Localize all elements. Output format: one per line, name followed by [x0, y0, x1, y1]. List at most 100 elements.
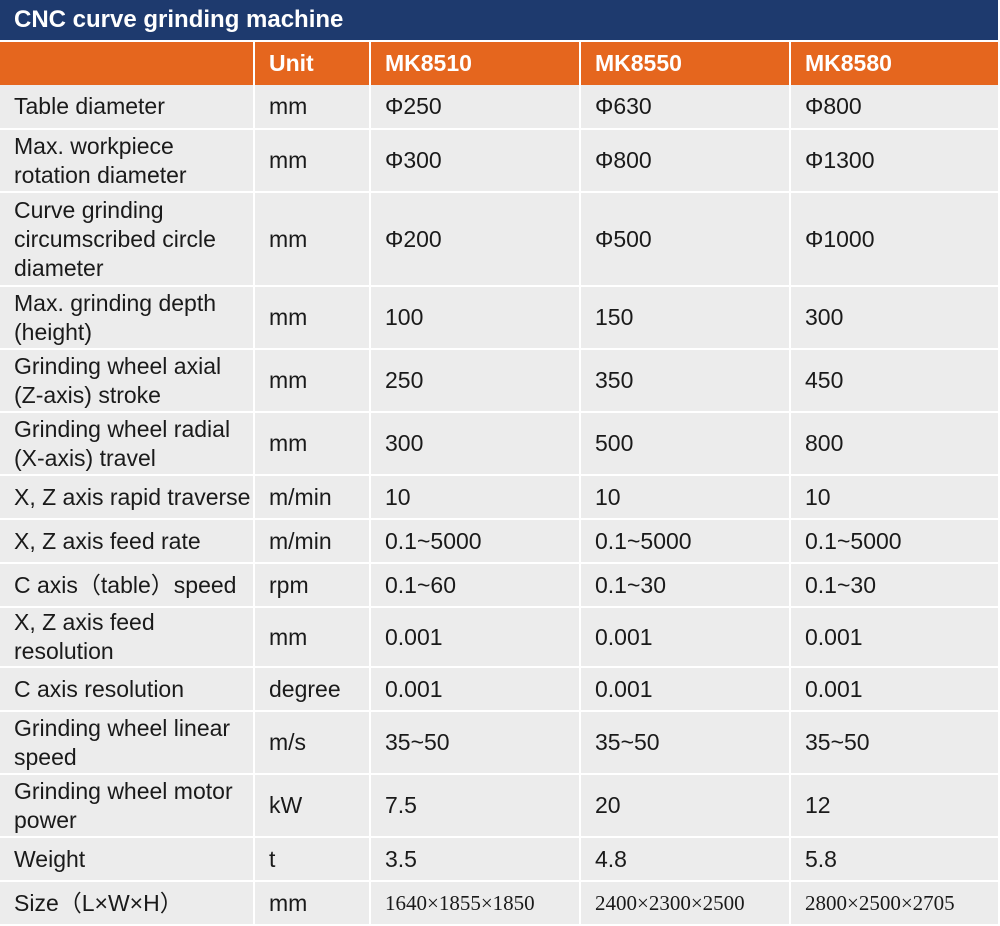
model-2-value: 0.001 — [580, 667, 791, 712]
model-1-value: 7.5 — [370, 774, 581, 838]
model-1-value: 0.1~5000 — [370, 519, 581, 564]
model-2-value: 20 — [580, 774, 791, 838]
header-model-3: MK8580 — [790, 40, 999, 85]
param-cell: X, Z axis feed rate — [0, 519, 255, 564]
table-row: X, Z axis feed resolution mm 0.001 0.001 0.0… — [0, 607, 999, 668]
unit-cell: rpm — [254, 563, 371, 608]
model-3-value: 0.1~5000 — [790, 519, 999, 564]
model-2-value: 0.001 — [580, 607, 791, 668]
unit-cell: kW — [254, 774, 371, 838]
table-row: C axis resolution degree 0.001 0.001 0.001 — [0, 667, 999, 712]
table-row: Max. workpiece rotation diameter mm Φ300 Φ8… — [0, 129, 999, 193]
model-2-value: 500 — [580, 412, 791, 476]
model-2-value: 350 — [580, 349, 791, 413]
model-1-value: Φ300 — [370, 129, 581, 193]
model-1-value: 3.5 — [370, 837, 581, 882]
model-3-value: 12 — [790, 774, 999, 838]
param-cell: Grinding wheel axial (Z-axis) stroke — [0, 349, 255, 413]
unit-cell: mm — [254, 192, 371, 287]
model-2-value: Φ630 — [580, 85, 791, 130]
model-1-value: 0.1~60 — [370, 563, 581, 608]
model-3-value: 800 — [790, 412, 999, 476]
model-2-value: 0.1~30 — [580, 563, 791, 608]
model-3-value: 0.001 — [790, 667, 999, 712]
param-cell: Max. workpiece rotation diameter — [0, 129, 255, 193]
unit-cell: mm — [254, 607, 371, 668]
model-3-value: Φ1000 — [790, 192, 999, 287]
model-3-value: 0.001 — [790, 607, 999, 668]
table-row: Grinding wheel motor power kW 7.5 20 12 — [0, 774, 999, 838]
unit-cell: t — [254, 837, 371, 882]
table-row: C axis（table）speed rpm 0.1~60 0.1~30 0.1~30 — [0, 563, 999, 608]
model-2-value: 150 — [580, 286, 791, 350]
table-row: Grinding wheel axial (Z-axis) stroke mm 25… — [0, 349, 999, 413]
header-model-2: MK8550 — [580, 40, 791, 85]
table-title: CNC curve grinding machine — [0, 0, 999, 41]
model-3-value: 300 — [790, 286, 999, 350]
unit-cell: mm — [254, 412, 371, 476]
table-row: Max. grinding depth (height) mm 100 150 300 — [0, 286, 999, 350]
param-cell: Size（L×W×H） — [0, 881, 255, 926]
model-1-value: 0.001 — [370, 607, 581, 668]
param-cell: Grinding wheel linear speed — [0, 711, 255, 775]
param-cell: C axis resolution — [0, 667, 255, 712]
param-cell: Max. grinding depth (height) — [0, 286, 255, 350]
model-2-value: 0.1~5000 — [580, 519, 791, 564]
model-1-value: Φ250 — [370, 85, 581, 130]
param-cell: Curve grinding circumscribed circle diam… — [0, 192, 255, 287]
header-row: Unit MK8510 MK8550 MK8580 — [0, 40, 999, 85]
model-1-value: 1640×1855×1850 — [370, 881, 581, 926]
model-1-value: 10 — [370, 475, 581, 520]
header-model-1: MK8510 — [370, 40, 581, 85]
table-row: Weight t 3.5 4.8 5.8 — [0, 837, 999, 882]
model-3-value: 450 — [790, 349, 999, 413]
unit-cell: mm — [254, 881, 371, 926]
unit-cell: degree — [254, 667, 371, 712]
unit-cell: m/min — [254, 519, 371, 564]
table-row: X, Z axis feed rate m/min 0.1~5000 0.1~5000… — [0, 519, 999, 564]
unit-cell: mm — [254, 286, 371, 350]
model-1-value: 0.001 — [370, 667, 581, 712]
table-row: Curve grinding circumscribed circle diam… — [0, 192, 999, 287]
model-1-value: Φ200 — [370, 192, 581, 287]
header-unit: Unit — [254, 40, 371, 85]
model-2-value: Φ500 — [580, 192, 791, 287]
table-row: Size（L×W×H） mm 1640×1855×1850 2400×2300×250… — [0, 881, 999, 926]
model-3-value: 5.8 — [790, 837, 999, 882]
model-3-value: Φ800 — [790, 85, 999, 130]
model-2-value: 35~50 — [580, 711, 791, 775]
model-3-value: 35~50 — [790, 711, 999, 775]
param-cell: Weight — [0, 837, 255, 882]
model-3-value: 0.1~30 — [790, 563, 999, 608]
table-row: Table diameter mm Φ250 Φ630 Φ800 — [0, 85, 999, 130]
model-2-value: 2400×2300×2500 — [580, 881, 791, 926]
table-row: Grinding wheel radial (X-axis) travel mm 3… — [0, 412, 999, 476]
header-parameter — [0, 40, 255, 85]
param-cell: Grinding wheel motor power — [0, 774, 255, 838]
model-1-value: 300 — [370, 412, 581, 476]
model-3-value: 10 — [790, 475, 999, 520]
table-body: Table diameter mm Φ250 Φ630 Φ800 Max. workpie… — [0, 85, 999, 926]
model-3-value: Φ1300 — [790, 129, 999, 193]
model-1-value: 100 — [370, 286, 581, 350]
model-2-value: 10 — [580, 475, 791, 520]
unit-cell: m/s — [254, 711, 371, 775]
param-cell: X, Z axis feed resolution — [0, 607, 255, 668]
unit-cell: mm — [254, 129, 371, 193]
param-cell: X, Z axis rapid traverse — [0, 475, 255, 520]
title-row: CNC curve grinding machine — [0, 0, 999, 41]
unit-cell: mm — [254, 349, 371, 413]
unit-cell: m/min — [254, 475, 371, 520]
table-row: Grinding wheel linear speed m/s 35~50 35~50… — [0, 711, 999, 775]
model-3-value: 2800×2500×2705 — [790, 881, 999, 926]
model-1-value: 250 — [370, 349, 581, 413]
model-1-value: 35~50 — [370, 711, 581, 775]
param-cell: Grinding wheel radial (X-axis) travel — [0, 412, 255, 476]
model-2-value: Φ800 — [580, 129, 791, 193]
model-2-value: 4.8 — [580, 837, 791, 882]
table-row: X, Z axis rapid traverse m/min 10 10 10 — [0, 475, 999, 520]
param-cell: C axis（table）speed — [0, 563, 255, 608]
unit-cell: mm — [254, 85, 371, 130]
param-cell: Table diameter — [0, 85, 255, 130]
